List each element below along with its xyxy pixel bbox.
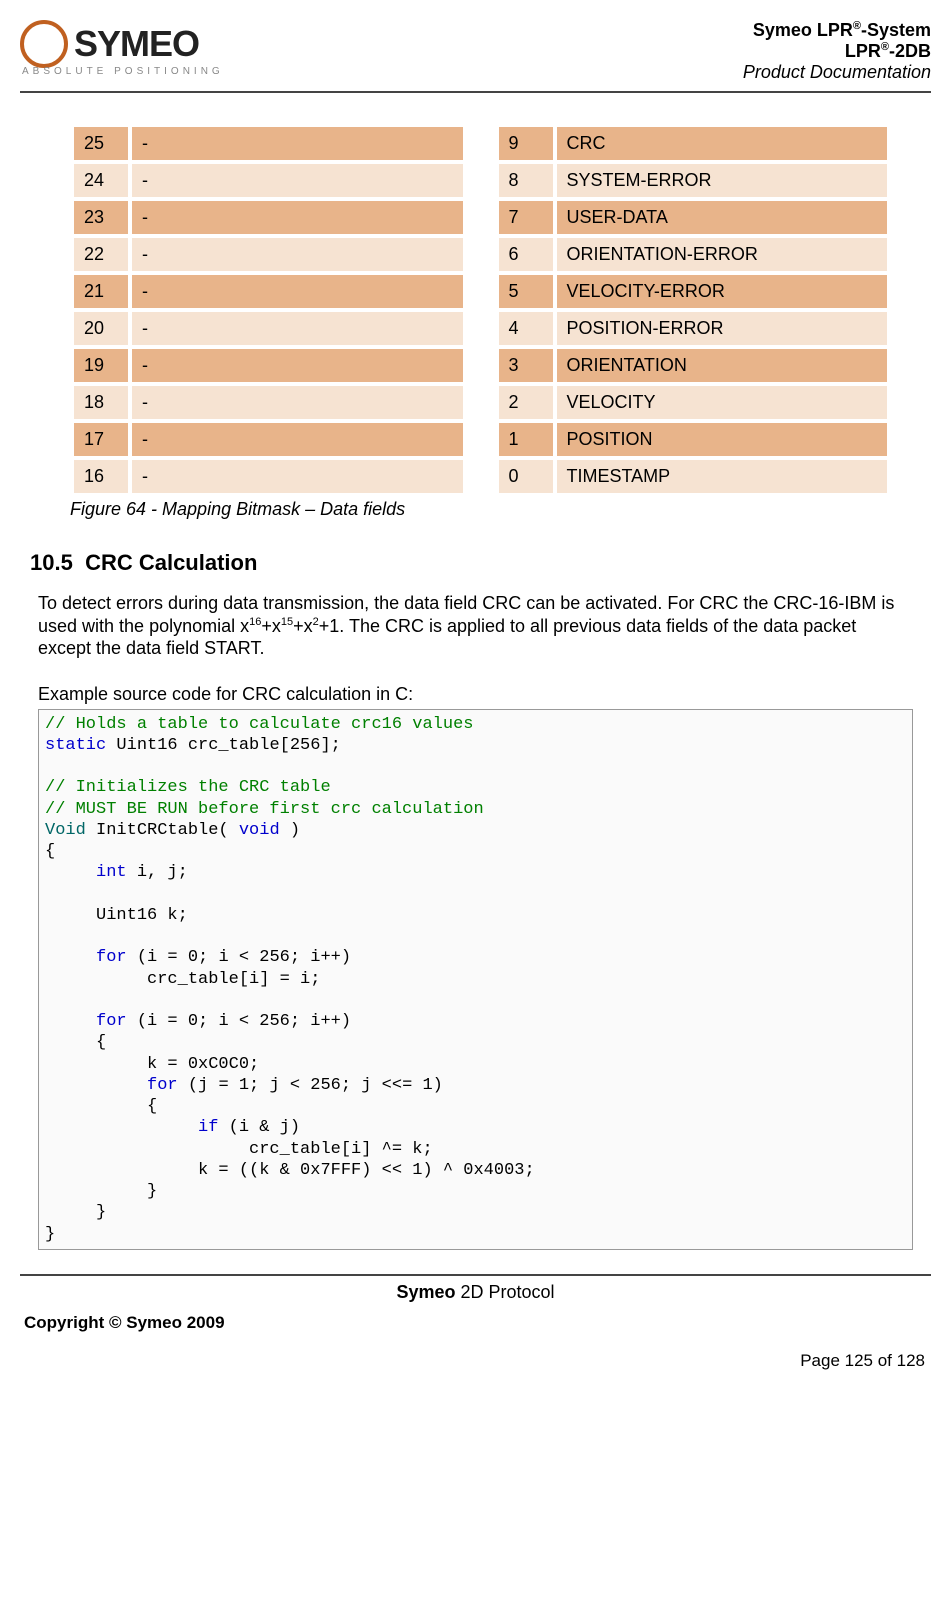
table-row: 9CRC [497,125,890,162]
bit-number: 19 [72,347,130,384]
code-label: Example source code for CRC calculation … [20,684,931,709]
table-row: 19- [72,347,465,384]
bit-label: POSITION-ERROR [555,310,890,347]
table-row: 1POSITION [497,421,890,458]
bit-number: 0 [497,458,555,495]
table-row: 2VELOCITY [497,384,890,421]
bit-label: SYSTEM-ERROR [555,162,890,199]
bit-number: 21 [72,273,130,310]
bit-label: CRC [555,125,890,162]
bit-number: 6 [497,236,555,273]
table-row: 20- [72,310,465,347]
bit-label: - [130,125,465,162]
bit-number: 23 [72,199,130,236]
bit-number: 8 [497,162,555,199]
footer-title: Symeo 2D Protocol [20,1282,931,1303]
table-row: 8SYSTEM-ERROR [497,162,890,199]
bit-label: - [130,310,465,347]
bit-label: - [130,273,465,310]
table-row: 18- [72,384,465,421]
bit-number: 2 [497,384,555,421]
bit-label: USER-DATA [555,199,890,236]
bit-number: 25 [72,125,130,162]
bitmask-table-left: 25-24-23-22-21-20-19-18-17-16- [70,123,467,497]
table-row: 21- [72,273,465,310]
bit-label: TIMESTAMP [555,458,890,495]
bit-number: 7 [497,199,555,236]
bit-number: 9 [497,125,555,162]
page-header: SYMEO ABSOLUTE POSITIONING Symeo LPR®-Sy… [20,20,931,91]
table-row: 25- [72,125,465,162]
bitmask-tables: 25-24-23-22-21-20-19-18-17-16- 9CRC8SYST… [20,123,931,497]
figure-caption: Figure 64 - Mapping Bitmask – Data field… [20,497,931,540]
bit-label: - [130,458,465,495]
body-paragraph: To detect errors during data transmissio… [20,592,931,684]
bit-number: 5 [497,273,555,310]
table-row: 23- [72,199,465,236]
bit-label: - [130,236,465,273]
section-heading: 10.5 CRC Calculation [20,540,931,592]
table-row: 16- [72,458,465,495]
code-block: // Holds a table to calculate crc16 valu… [38,709,913,1250]
logo-ring-icon [20,20,68,68]
bit-number: 22 [72,236,130,273]
bit-label: - [130,421,465,458]
header-separator [20,91,931,93]
bit-number: 4 [497,310,555,347]
bit-number: 24 [72,162,130,199]
bit-label: POSITION [555,421,890,458]
bit-label: - [130,347,465,384]
bit-label: VELOCITY-ERROR [555,273,890,310]
bit-number: 1 [497,421,555,458]
table-row: 17- [72,421,465,458]
table-row: 4POSITION-ERROR [497,310,890,347]
bit-label: - [130,199,465,236]
bit-number: 20 [72,310,130,347]
copyright: Copyright © Symeo 2009 [20,1303,931,1351]
table-row: 0TIMESTAMP [497,458,890,495]
table-row: 22- [72,236,465,273]
bit-number: 3 [497,347,555,384]
logo-tagline: ABSOLUTE POSITIONING [22,66,224,77]
doc-title: Symeo LPR®-System LPR®-2DB Product Docum… [743,20,931,83]
bit-number: 17 [72,421,130,458]
table-row: 5VELOCITY-ERROR [497,273,890,310]
table-row: 24- [72,162,465,199]
table-row: 6ORIENTATION-ERROR [497,236,890,273]
logo: SYMEO ABSOLUTE POSITIONING [20,20,224,77]
bit-label: - [130,384,465,421]
bit-label: ORIENTATION-ERROR [555,236,890,273]
bitmask-table-right: 9CRC8SYSTEM-ERROR7USER-DATA6ORIENTATION-… [495,123,892,497]
bit-label: ORIENTATION [555,347,890,384]
bit-number: 18 [72,384,130,421]
table-row: 7USER-DATA [497,199,890,236]
footer-separator [20,1274,931,1276]
bit-label: VELOCITY [555,384,890,421]
bit-number: 16 [72,458,130,495]
bit-label: - [130,162,465,199]
logo-text: SYMEO [74,23,199,65]
table-row: 3ORIENTATION [497,347,890,384]
page-number: Page 125 of 128 [20,1351,931,1371]
